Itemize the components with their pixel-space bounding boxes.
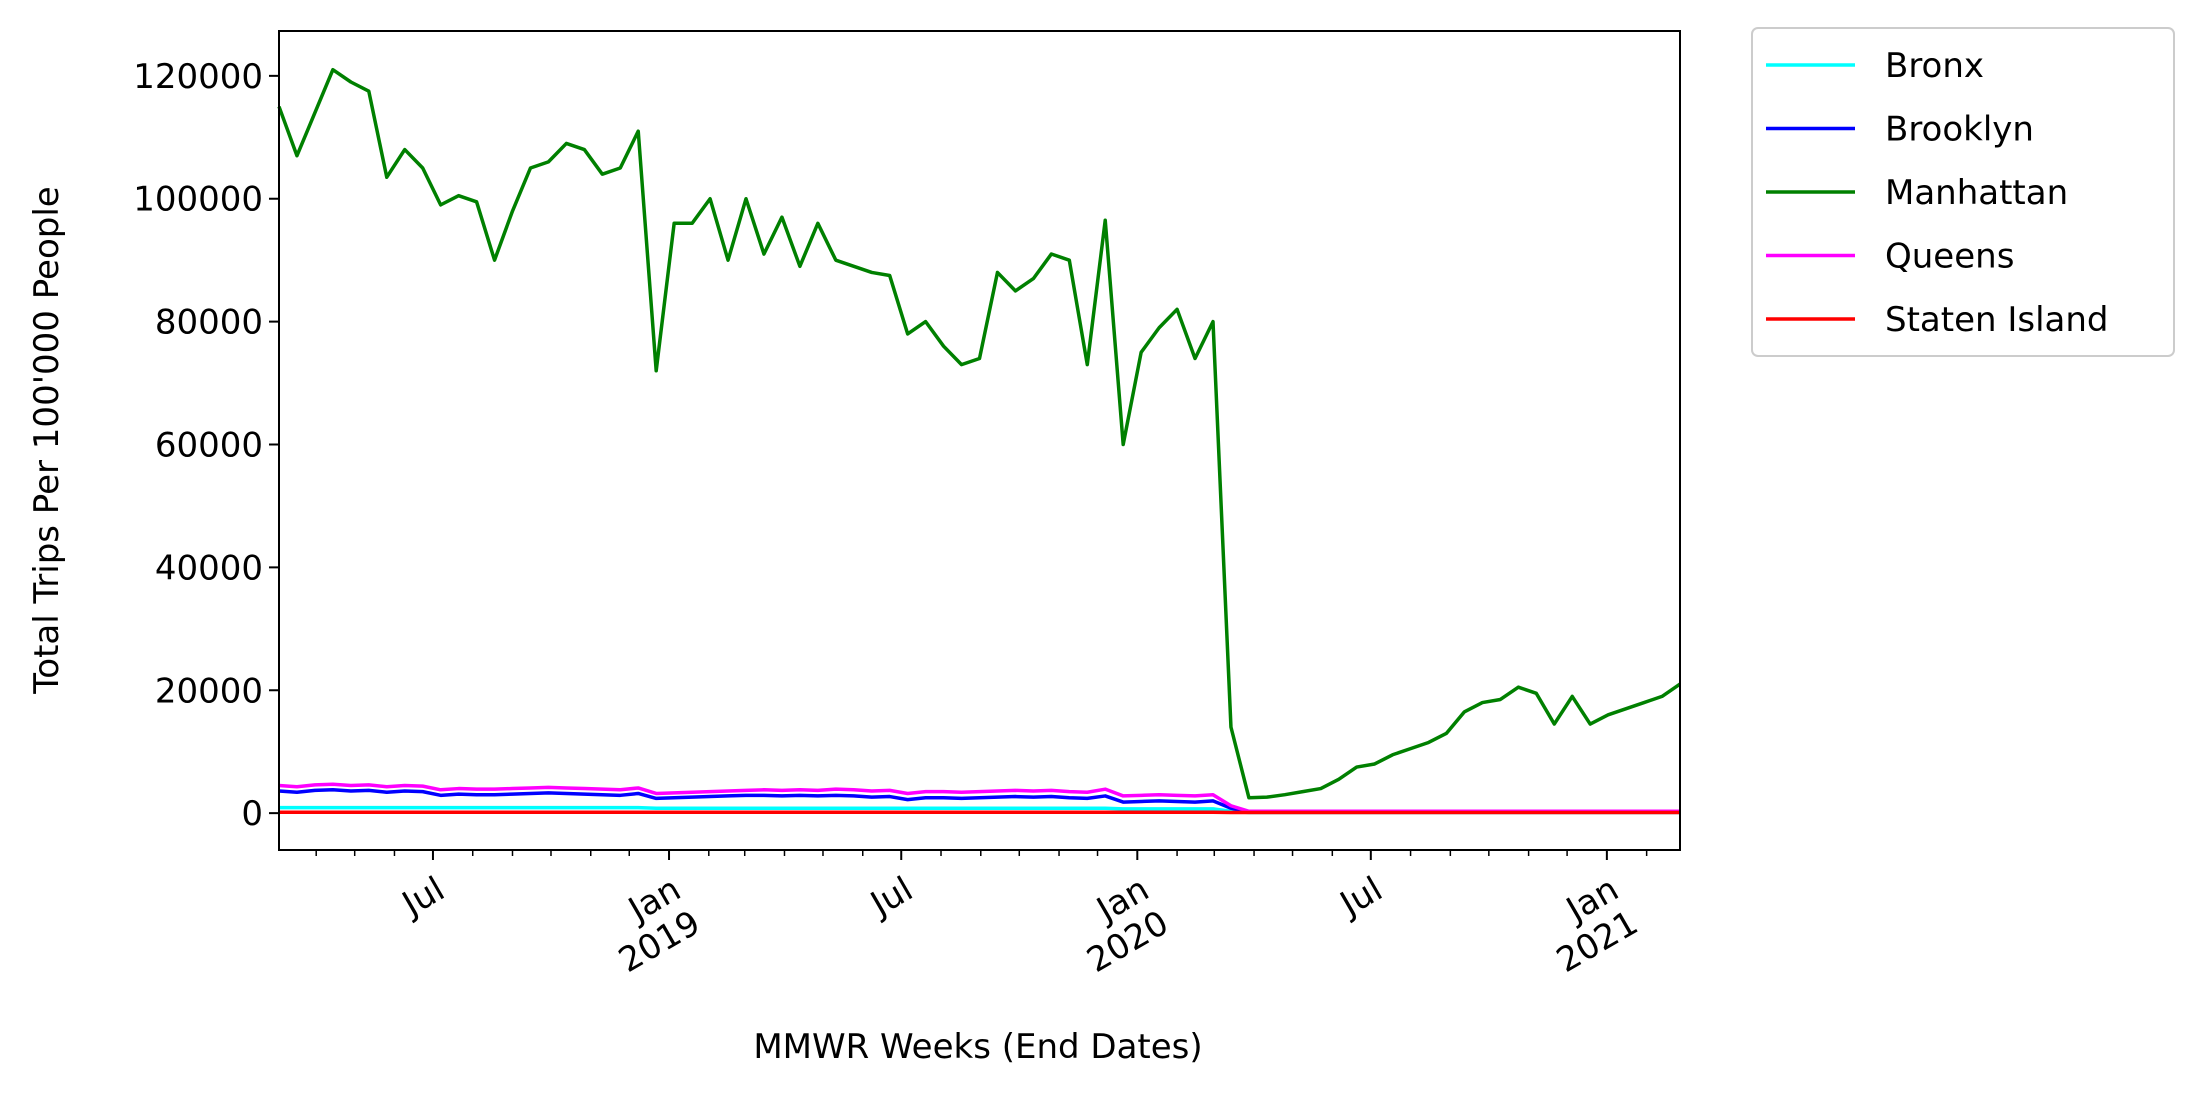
legend-label: Bronx — [1885, 46, 1984, 86]
x-tick-label: Jul — [394, 869, 451, 925]
legend-box — [1751, 27, 2175, 357]
legend-label: Manhattan — [1885, 173, 2068, 213]
y-tick-label: 0 — [241, 794, 263, 834]
y-tick-label: 80000 — [155, 303, 263, 343]
legend-label: Brooklyn — [1885, 110, 2034, 150]
y-tick-label: 20000 — [155, 671, 263, 711]
x-tick-label: Jul — [1332, 869, 1389, 925]
y-tick-label: 60000 — [155, 425, 263, 465]
y-tick-label: 40000 — [155, 548, 263, 588]
y-tick-label: 120000 — [133, 57, 263, 97]
y-tick-label: 100000 — [133, 180, 263, 220]
x-tick-label: Jul — [862, 869, 919, 925]
series-line — [277, 67, 1681, 800]
plot-frame — [278, 30, 1681, 851]
x-tick-label: Jan2021 — [1530, 869, 1644, 981]
legend-label: Queens — [1885, 237, 2014, 277]
x-tick-label: Jan2020 — [1061, 869, 1175, 981]
x-tick-label: Jan2019 — [593, 869, 707, 981]
legend-label: Staten Island — [1885, 300, 2109, 340]
y-axis-label: Total Trips Per 100'000 People — [27, 186, 67, 694]
x-axis-label: MMWR Weeks (End Dates) — [753, 1027, 1202, 1067]
